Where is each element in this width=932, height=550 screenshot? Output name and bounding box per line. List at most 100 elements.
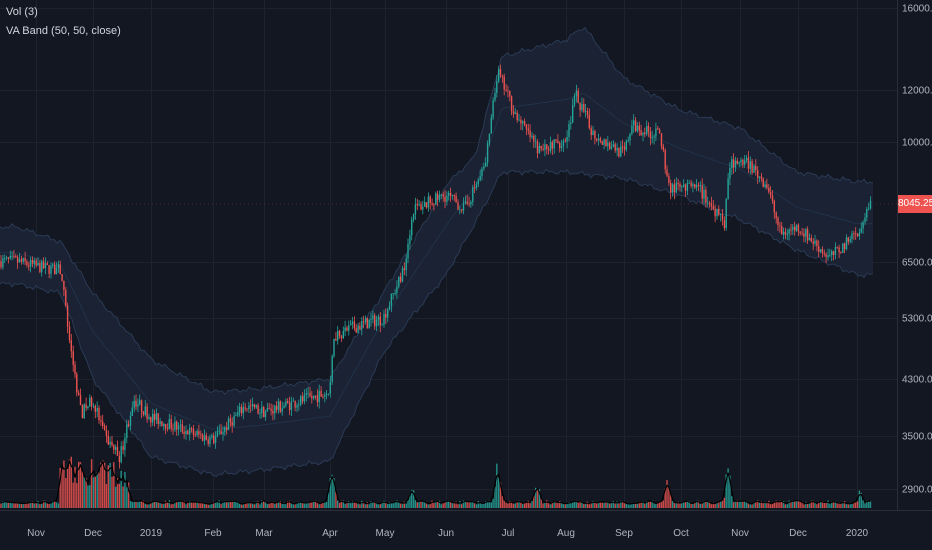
volume-bar	[431, 500, 433, 508]
volume-bar	[277, 501, 280, 508]
volume-bar	[522, 504, 524, 508]
candle-body	[638, 125, 640, 131]
candle-body	[573, 96, 576, 105]
candle-body	[842, 243, 844, 253]
candle-body	[18, 259, 21, 263]
candle-body	[135, 400, 137, 407]
volume-bar	[153, 501, 156, 508]
volume-bar	[614, 503, 616, 508]
volume-bar	[242, 504, 244, 508]
volume-bar	[814, 503, 816, 508]
volume-bar	[771, 502, 774, 508]
candle-body	[407, 243, 409, 259]
price-axis[interactable]: 16000.00 12000.00 10000.00 6500.00 5300.00 43…	[902, 4, 932, 496]
candle-body	[422, 206, 424, 210]
volume-bar	[683, 502, 685, 508]
candle-body	[516, 112, 518, 121]
volume-bar	[501, 495, 504, 508]
volume-bar	[729, 475, 731, 508]
volume-bar	[544, 502, 546, 508]
volume-bar	[462, 500, 465, 508]
volume-bar	[403, 501, 405, 508]
candle-body	[588, 115, 590, 129]
volume-bar	[314, 500, 317, 508]
candle-body	[818, 246, 820, 252]
candle-body	[375, 319, 378, 327]
candle-body	[170, 419, 172, 429]
volume-bar	[424, 501, 426, 508]
volume-bar	[769, 504, 772, 508]
candle-body	[740, 159, 742, 163]
candle-body	[298, 404, 300, 406]
volume-bar	[316, 502, 319, 508]
candle-body	[427, 196, 430, 208]
candle-body	[257, 405, 259, 414]
candle-body	[46, 263, 48, 265]
volume-bar	[538, 489, 541, 508]
volume-bar	[662, 500, 664, 508]
candle-body	[831, 251, 833, 255]
candle-body	[829, 255, 831, 256]
candle-body	[734, 160, 737, 168]
candle-body	[529, 130, 531, 138]
time-tick-label: Dec	[789, 528, 807, 539]
candle-body	[590, 128, 592, 135]
volume-bar	[666, 480, 668, 508]
time-tick-label: Mar	[255, 528, 273, 539]
candle-body	[246, 408, 248, 410]
volume-bar	[718, 501, 720, 508]
volume-bar	[494, 486, 496, 508]
volume-legend-label[interactable]: Vol (3)	[6, 6, 38, 18]
candle-body	[431, 203, 433, 205]
candle-body	[266, 408, 269, 412]
volume-bar	[843, 501, 846, 508]
candle-body	[688, 182, 690, 184]
volume-bar	[342, 500, 344, 508]
va-band-legend-label[interactable]: VA Band (50, 50, close)	[6, 25, 121, 37]
candle-body	[551, 142, 553, 149]
volume-bar	[712, 502, 714, 508]
candle-body	[860, 228, 862, 233]
candle-body	[329, 381, 331, 394]
candle-body	[194, 434, 196, 436]
candle-body	[705, 189, 707, 204]
candle-body	[794, 226, 796, 231]
candle-body	[183, 431, 185, 434]
volume-bar	[507, 503, 509, 508]
candle-body	[538, 145, 541, 154]
volume-bar	[461, 504, 463, 508]
candle-body	[584, 110, 587, 112]
candle-body	[699, 185, 701, 187]
volume-bar	[601, 502, 603, 508]
volume-bar	[795, 500, 798, 508]
volume-bar	[708, 501, 711, 508]
volume-bar	[140, 500, 143, 508]
volume-bar	[792, 501, 794, 508]
candle-body	[459, 209, 461, 211]
candle-body	[89, 397, 91, 407]
candle-body	[129, 415, 132, 426]
candle-body	[670, 183, 672, 193]
volume-bar	[0, 503, 2, 508]
volume-bar	[168, 500, 170, 508]
candle-body	[547, 149, 550, 151]
volume-bar	[592, 501, 594, 508]
candle-body	[806, 229, 809, 241]
candle-body	[856, 233, 859, 237]
candle-body	[153, 413, 156, 420]
volume-bar	[24, 503, 26, 508]
time-axis[interactable]: Nov Dec 2019 Feb Mar Apr May Jun Jul Aug Sep Oct Nov…	[27, 528, 868, 539]
volume-bar	[233, 501, 235, 508]
candle-body	[485, 162, 487, 167]
candle-body	[834, 246, 837, 255]
volume-bar	[468, 502, 470, 508]
volume-bar	[124, 472, 126, 508]
candle-body	[155, 413, 158, 420]
volume-bar	[388, 502, 391, 508]
volume-bar	[832, 501, 835, 508]
volume-bar	[768, 500, 770, 508]
volume-bar	[616, 501, 618, 508]
candle-body	[605, 139, 607, 146]
